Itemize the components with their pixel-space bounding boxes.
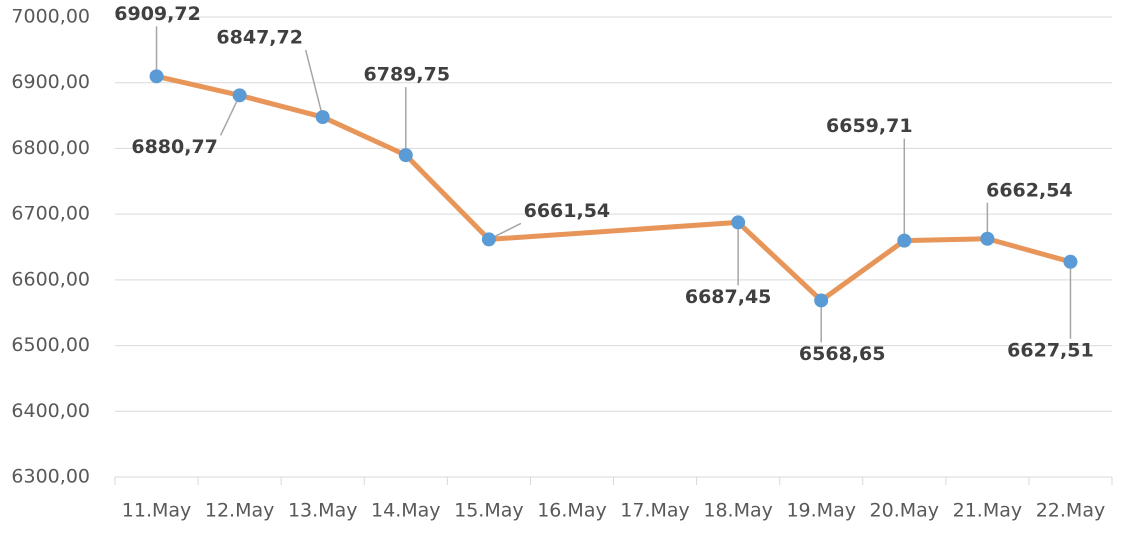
x-tick-label: 17.May	[620, 500, 690, 522]
x-tick-label: 11.May	[122, 500, 192, 522]
marker	[398, 148, 413, 163]
y-tick-label: 6500,00	[11, 334, 90, 356]
marker	[731, 215, 746, 230]
x-tick-label: 16.May	[537, 500, 607, 522]
x-tick-label: 22.May	[1036, 500, 1106, 522]
data-label: 6909,72	[114, 3, 201, 25]
x-tick-label: 14.May	[371, 500, 441, 522]
x-tick-label: 21.May	[953, 500, 1023, 522]
x-tick-label: 20.May	[870, 500, 940, 522]
data-label: 6847,72	[216, 27, 303, 49]
data-label: 6789,75	[364, 64, 451, 86]
x-tick-label: 18.May	[703, 500, 773, 522]
marker	[149, 69, 164, 84]
data-label: 6687,45	[685, 286, 772, 308]
marker	[315, 110, 330, 125]
marker	[481, 232, 496, 247]
data-label: 6659,71	[826, 115, 913, 137]
x-tick-label: 13.May	[288, 500, 358, 522]
leader-line	[219, 95, 241, 136]
gap-connector	[486, 219, 741, 242]
data-label: 6568,65	[799, 343, 886, 365]
x-tick-label: 19.May	[786, 500, 856, 522]
marker	[1063, 254, 1078, 269]
data-label: 6662,54	[986, 179, 1073, 201]
marker	[232, 88, 247, 103]
leader-line	[304, 49, 324, 118]
x-tick-label: 15.May	[454, 500, 524, 522]
data-label: 6880,77	[131, 136, 218, 158]
y-tick-label: 6900,00	[11, 71, 90, 93]
y-tick-label: 6600,00	[11, 268, 90, 290]
data-label: 6627,51	[1007, 339, 1094, 361]
data-label: 6661,54	[524, 200, 611, 222]
series-line	[155, 73, 491, 242]
y-tick-label: 6700,00	[11, 203, 90, 225]
marker	[814, 293, 829, 308]
y-tick-label: 6800,00	[11, 137, 90, 159]
x-tick-label: 12.May	[205, 500, 275, 522]
marker	[980, 231, 995, 246]
marker	[897, 233, 912, 248]
y-tick-label: 6300,00	[11, 466, 90, 488]
y-tick-label: 6400,00	[11, 400, 90, 422]
y-tick-label: 7000,00	[11, 6, 90, 28]
